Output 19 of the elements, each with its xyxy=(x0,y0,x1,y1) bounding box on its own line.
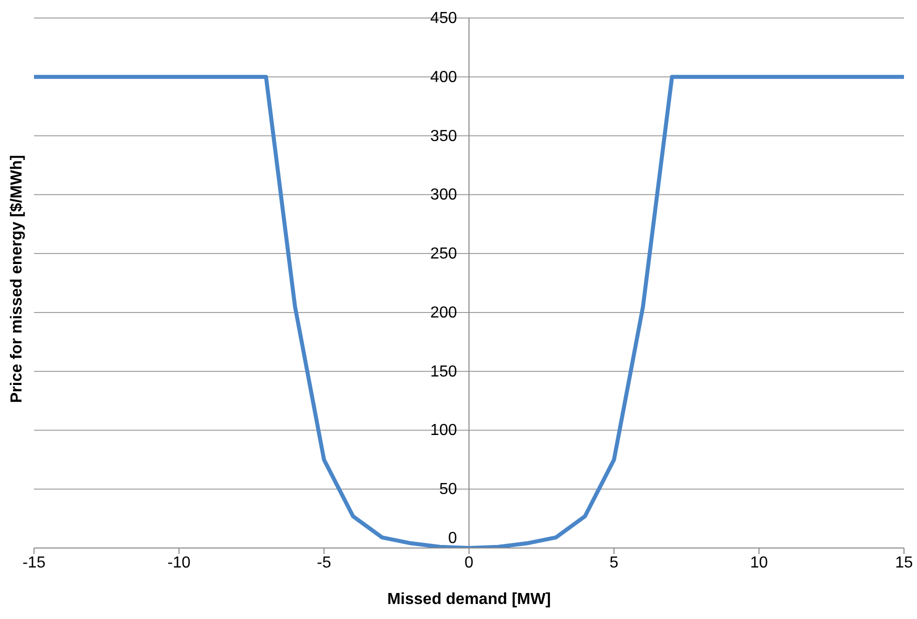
y-tick-label: 100 xyxy=(430,422,458,440)
x-tick-label: -15 xyxy=(22,554,46,572)
y-tick-label: 200 xyxy=(430,304,458,322)
y-tick-label: 50 xyxy=(439,481,458,498)
y-tick-label: 450 xyxy=(430,10,458,27)
y-tick-label: 400 xyxy=(430,68,458,86)
x-tick-label: 0 xyxy=(464,554,474,572)
x-tick-label: -10 xyxy=(167,554,191,572)
x-tick-label: -5 xyxy=(316,554,332,572)
y-tick-label: 0 xyxy=(448,530,458,547)
y-tick-label: 250 xyxy=(430,246,458,263)
y-tick-label: 150 xyxy=(430,363,458,380)
x-tick-label: 10 xyxy=(750,554,768,572)
y-axis-title: Price for missed energy [$/MWh] xyxy=(8,154,26,403)
x-tick-label: 5 xyxy=(610,554,619,572)
y-tick-label: 300 xyxy=(430,186,458,204)
x-axis-title: Missed demand [MW] xyxy=(387,591,551,608)
y-tick-label: 350 xyxy=(430,128,458,145)
x-tick-label: 15 xyxy=(895,554,913,572)
